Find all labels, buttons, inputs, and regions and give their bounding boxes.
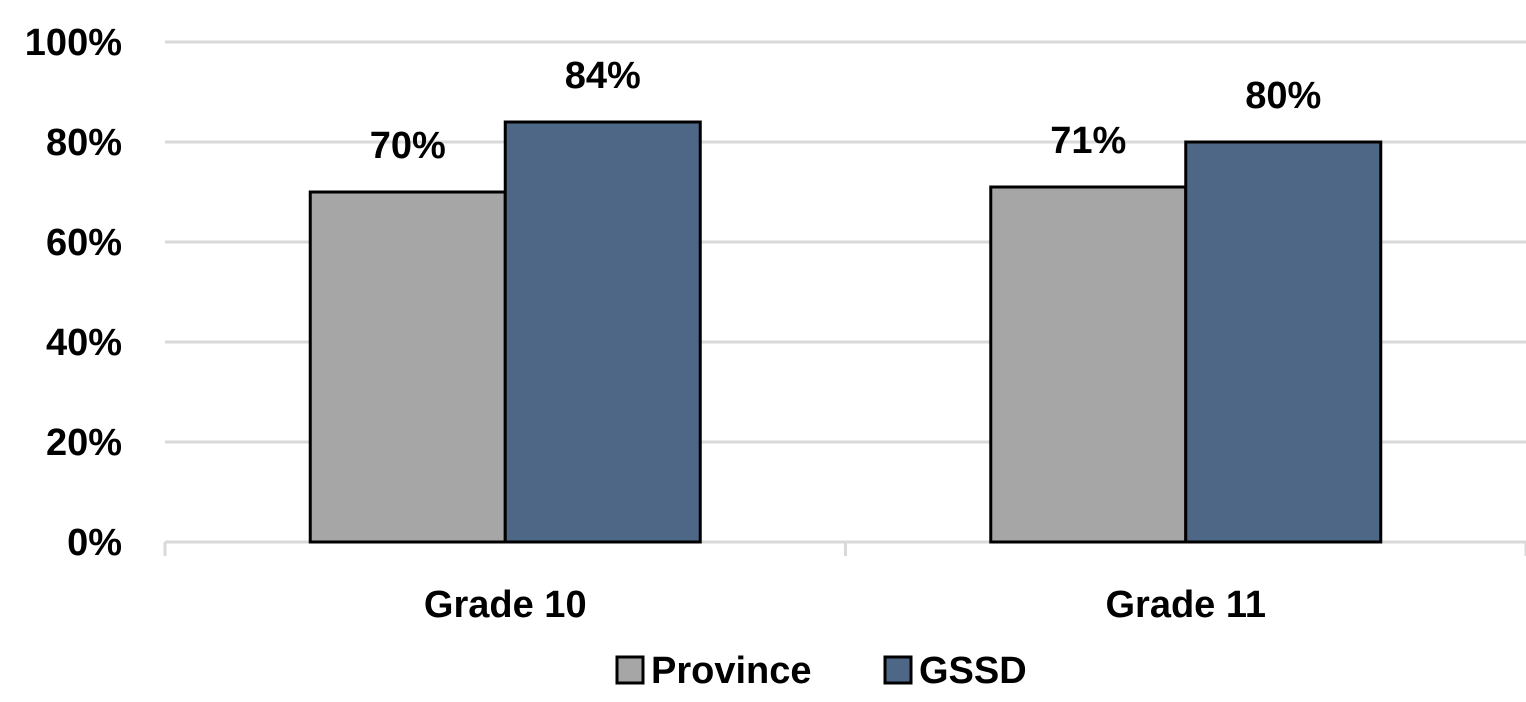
bar-gssd-grade-11 — [1184, 140, 1383, 544]
y-tick-label: 40% — [46, 322, 122, 364]
data-label: 71% — [1050, 120, 1126, 162]
data-label: 70% — [370, 125, 446, 167]
y-tick-label: 20% — [46, 422, 122, 464]
y-tick-label: 100% — [25, 22, 122, 64]
y-tick-label: 80% — [46, 122, 122, 164]
legend-swatch-gssd — [883, 655, 913, 685]
data-label: 84% — [565, 55, 641, 97]
x-category-label: Grade 10 — [424, 584, 587, 626]
legend-label-gssd: GSSD — [919, 650, 1027, 692]
legend-swatch-province — [615, 655, 645, 685]
legend-label-province: Province — [651, 650, 812, 692]
bar-province-grade-10 — [308, 190, 507, 544]
bar-province-grade-11 — [989, 185, 1188, 544]
y-tick-label: 60% — [46, 222, 122, 264]
x-category-label: Grade 11 — [1105, 584, 1266, 626]
bar-gssd-grade-10 — [503, 120, 702, 544]
y-tick-label: 0% — [67, 522, 122, 564]
data-label: 80% — [1245, 75, 1321, 117]
